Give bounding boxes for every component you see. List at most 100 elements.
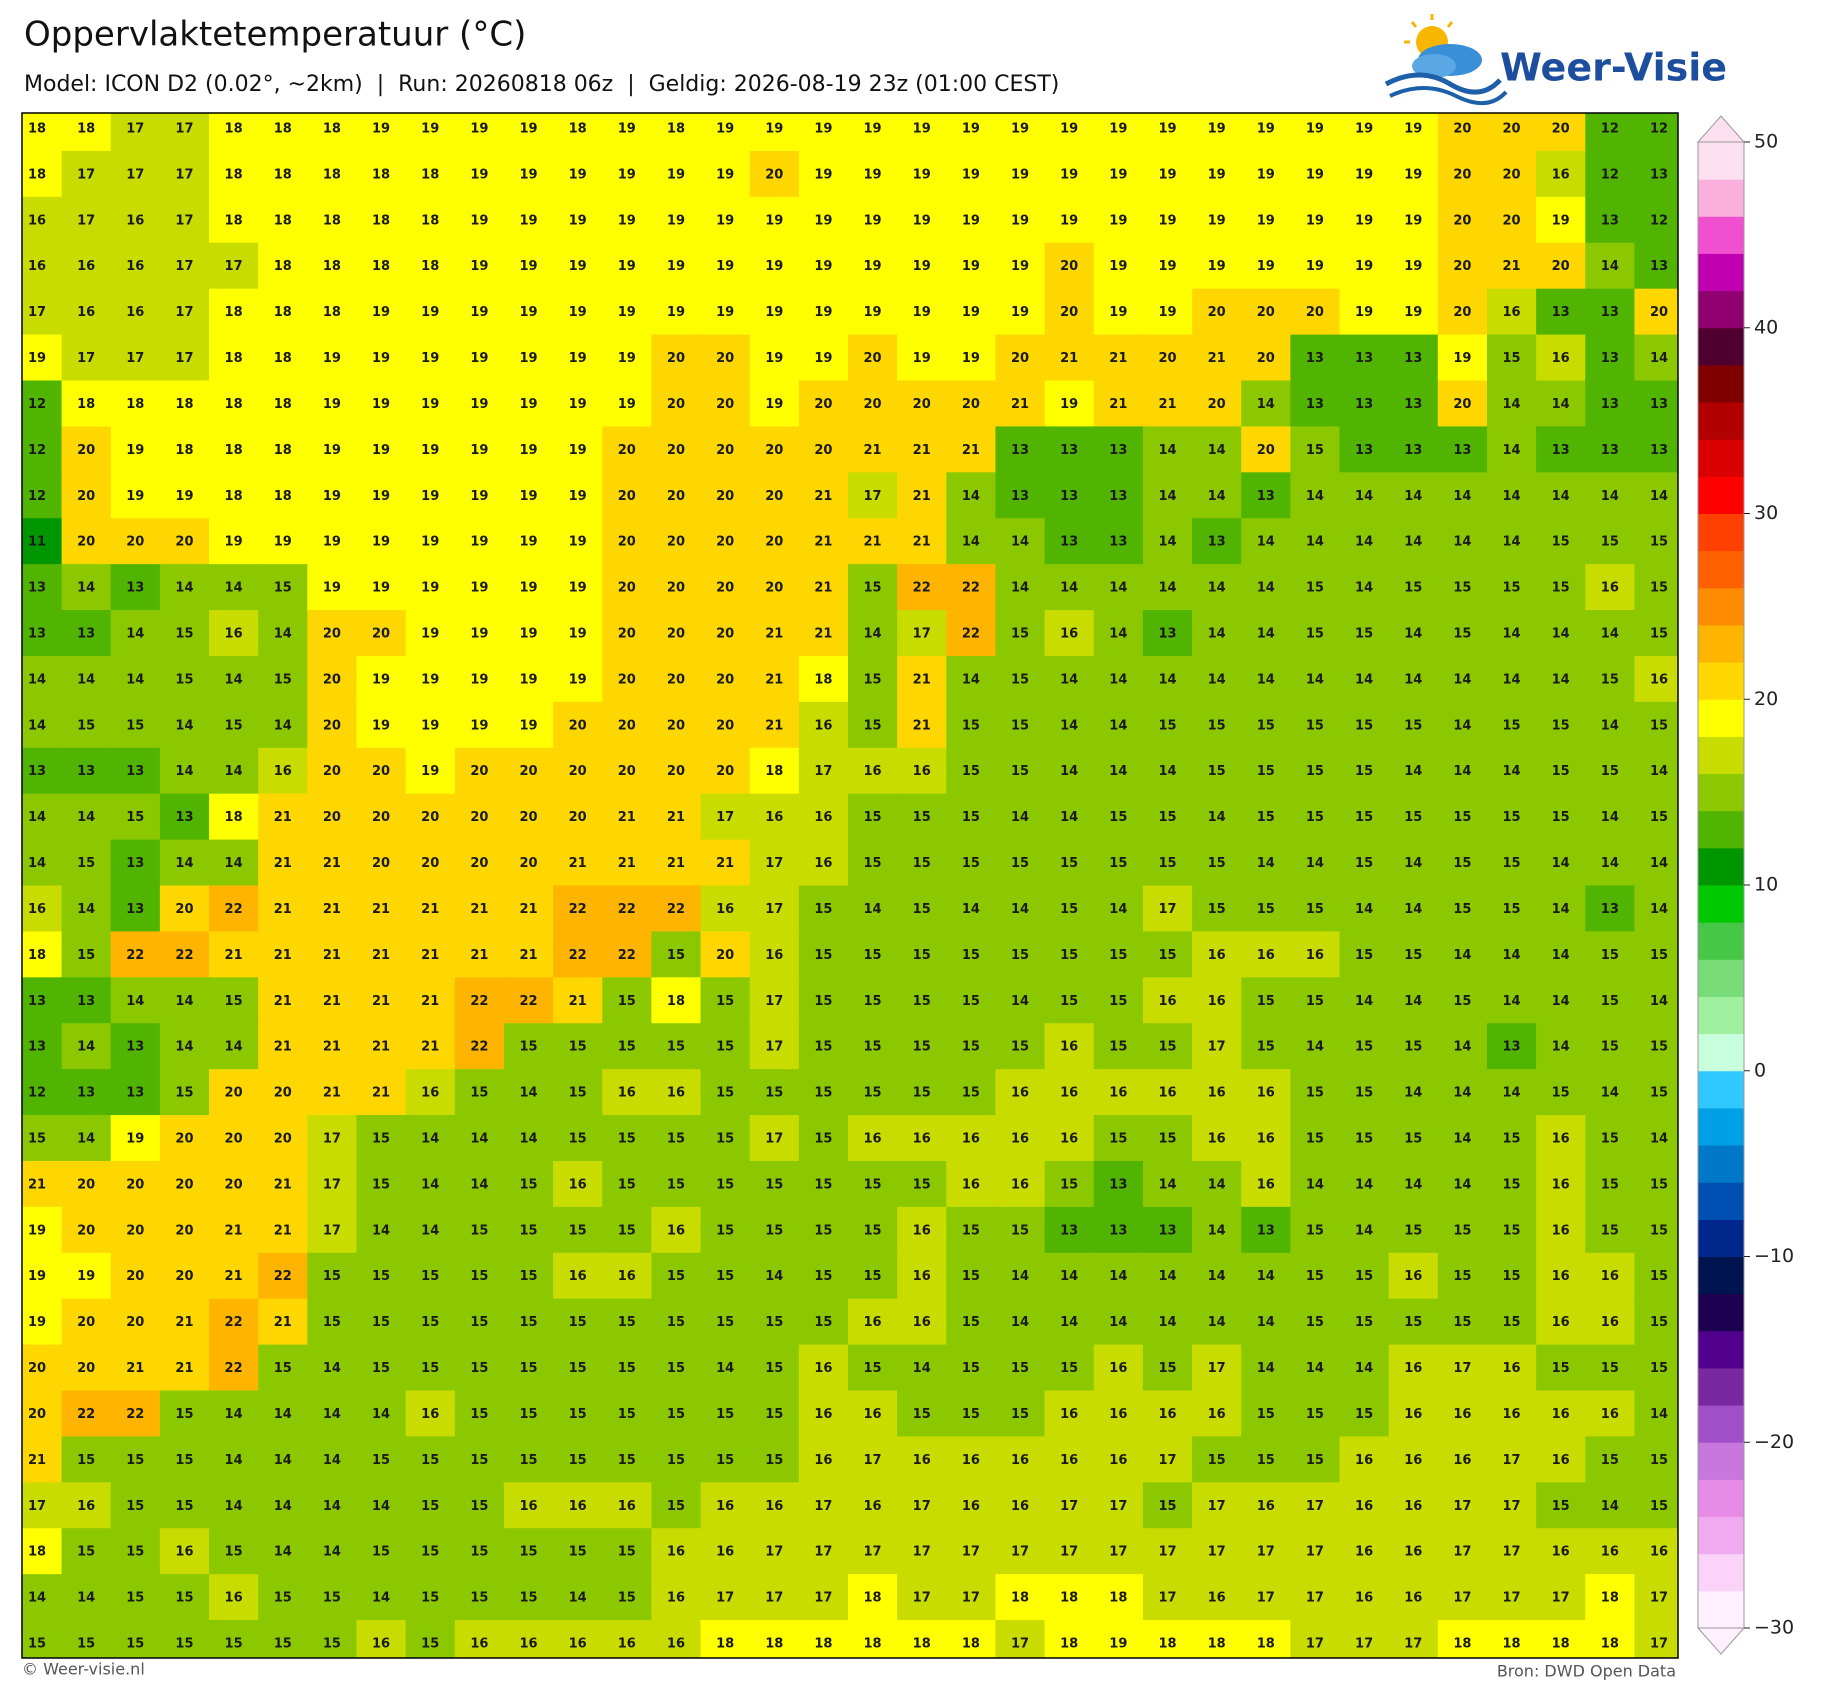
- value-label: 18: [323, 259, 341, 274]
- field-cell: [1585, 1023, 1636, 1070]
- value-label: 16: [1404, 1453, 1422, 1468]
- value-label: 14: [372, 1223, 390, 1238]
- value-label: 13: [1650, 397, 1668, 412]
- field-cell: [1044, 1069, 1095, 1116]
- value-label: 20: [716, 489, 734, 504]
- field-cell: [798, 380, 849, 428]
- field-cell: [454, 1069, 505, 1116]
- value-label: 19: [519, 213, 537, 228]
- value-label: 19: [1404, 305, 1422, 320]
- value-label: 21: [421, 1040, 439, 1055]
- field-cell: [209, 288, 259, 336]
- field-cell: [602, 1390, 652, 1438]
- value-label: 16: [28, 213, 46, 228]
- field-cell: [602, 701, 652, 749]
- value-label: 16: [1060, 1453, 1078, 1468]
- field-cell: [848, 1344, 898, 1392]
- field-cell: [1339, 1620, 1390, 1658]
- value-label: 14: [1502, 672, 1520, 687]
- field-cell: [1437, 747, 1488, 795]
- value-label: 19: [1404, 259, 1422, 274]
- value-label: 14: [1257, 1361, 1275, 1376]
- value-label: 14: [1306, 535, 1324, 550]
- value-label: 21: [28, 1453, 46, 1468]
- field-cell: [553, 242, 603, 290]
- field-cell: [995, 655, 1046, 703]
- value-label: 17: [913, 1545, 931, 1560]
- value-label: 16: [618, 1499, 636, 1514]
- colorbar-segment: [1698, 736, 1744, 775]
- value-label: 15: [667, 1132, 685, 1147]
- field-cell: [553, 1436, 603, 1483]
- field-cell: [1339, 931, 1390, 978]
- field-cell: [258, 793, 308, 841]
- value-label: 20: [323, 810, 341, 825]
- field-cell: [22, 1390, 63, 1438]
- field-cell: [1290, 288, 1341, 336]
- field-cell: [405, 1620, 456, 1658]
- field-cell: [307, 196, 358, 244]
- value-label: 14: [1453, 764, 1471, 779]
- value-label: 15: [1502, 1132, 1520, 1147]
- field-cell: [159, 380, 210, 428]
- value-label: 16: [1552, 1407, 1570, 1422]
- value-label: 19: [765, 397, 783, 412]
- field-cell: [700, 380, 751, 428]
- value-label: 15: [864, 994, 882, 1009]
- field-cell: [110, 288, 161, 336]
- field-cell: [1290, 242, 1341, 290]
- field-cell: [995, 747, 1046, 795]
- value-label: 15: [1355, 1269, 1373, 1284]
- field-cell: [110, 113, 161, 152]
- value-label: 15: [1650, 1223, 1668, 1238]
- value-label: 17: [814, 1545, 832, 1560]
- field-cell: [1093, 1298, 1144, 1346]
- value-label: 19: [962, 167, 980, 182]
- field-cell: [22, 1160, 63, 1208]
- value-label: 15: [864, 581, 882, 596]
- field-cell: [651, 196, 702, 244]
- field-cell: [159, 655, 210, 703]
- field-cell: [1192, 701, 1242, 749]
- value-label: 19: [1011, 122, 1029, 137]
- value-label: 14: [1552, 1040, 1570, 1055]
- value-label: 14: [1650, 351, 1668, 366]
- field-cell: [1536, 518, 1586, 565]
- value-label: 18: [765, 1637, 783, 1652]
- value-label: 16: [1109, 1453, 1127, 1468]
- field-cell: [700, 885, 751, 933]
- value-label: 14: [1257, 627, 1275, 642]
- field-cell: [110, 1115, 161, 1162]
- value-label: 22: [569, 948, 587, 963]
- value-label: 15: [913, 1407, 931, 1422]
- value-label: 14: [1306, 489, 1324, 504]
- field-cell: [946, 1528, 997, 1575]
- field-cell: [61, 1436, 112, 1483]
- field-cell: [1044, 1344, 1095, 1392]
- value-label: 19: [470, 397, 488, 412]
- field-cell: [995, 839, 1046, 887]
- logo: Weer-Visie: [1384, 14, 1727, 105]
- field-cell: [159, 610, 210, 657]
- value-label: 20: [716, 672, 734, 687]
- field-cell: [1044, 1482, 1095, 1529]
- field-cell: [1339, 113, 1390, 152]
- value-label: 16: [1060, 1086, 1078, 1101]
- field-cell: [1388, 288, 1439, 336]
- field-cell: [22, 1436, 63, 1483]
- field-cell: [258, 610, 308, 657]
- field-cell: [1388, 150, 1439, 198]
- value-label: 15: [1650, 810, 1668, 825]
- field-cell: [651, 1206, 702, 1254]
- value-label: 18: [372, 213, 390, 228]
- value-label: 15: [1306, 1315, 1324, 1330]
- field-cell: [749, 610, 800, 657]
- colorbar-segment: [1698, 364, 1744, 403]
- value-label: 19: [1306, 167, 1324, 182]
- field-cell: [651, 1482, 702, 1529]
- field-cell: [1093, 1574, 1144, 1621]
- value-label: 16: [667, 1086, 685, 1101]
- colorbar-segment: [1698, 1330, 1744, 1369]
- value-label: 14: [1158, 1269, 1176, 1284]
- field-cell: [503, 655, 554, 703]
